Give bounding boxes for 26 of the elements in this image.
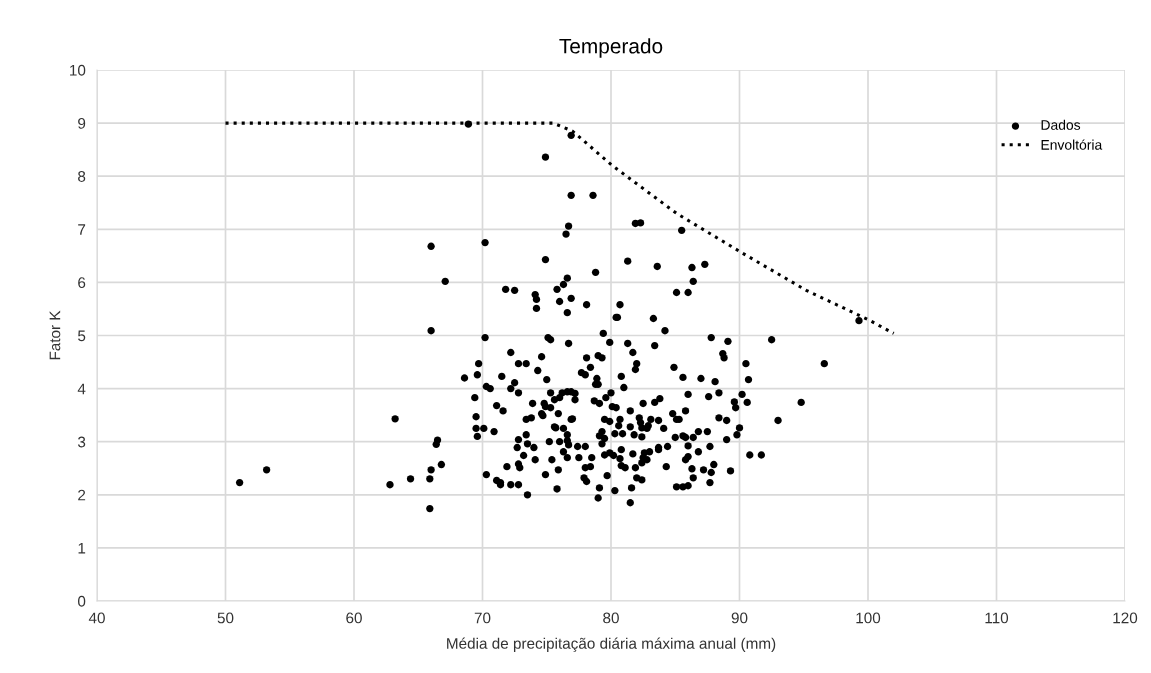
line-series [223,121,896,335]
y-tick-label: 5 [78,330,86,342]
x-tick-label: 120 [1113,612,1138,624]
y-tick-label: 3 [77,436,86,448]
x-tick-label: 80 [603,612,619,624]
x-tick-label: 60 [346,612,362,624]
y-tick-label: 8 [78,171,86,182]
legend-label: Envoltória [1041,139,1103,150]
x-tick-label: 70 [474,612,491,624]
y-tick-label: 1 [78,542,86,554]
y-tick-label: 4 [77,383,86,395]
y-tick-label: 2 [78,489,86,501]
legend-label: Dados [1041,119,1081,130]
y-tick-label: 6 [78,277,86,289]
y-tick-label: 7 [78,224,86,235]
x-tick-label: 110 [985,612,1009,624]
y-axis-title: Fator K [49,310,61,360]
y-tick-label: 0 [77,595,86,607]
y-tick-label: 10 [70,64,86,76]
y-tick-label: 9 [78,117,86,129]
x-axis-title: Média de precipitação diária máxima anual (mm) [447,637,776,652]
x-tick-label: 40 [88,612,105,624]
x-tick-label: 90 [731,612,748,624]
x-tick-label: 100 [856,612,881,624]
x-tick-label: 50 [217,612,234,624]
chart-title: Temperado [559,38,663,58]
